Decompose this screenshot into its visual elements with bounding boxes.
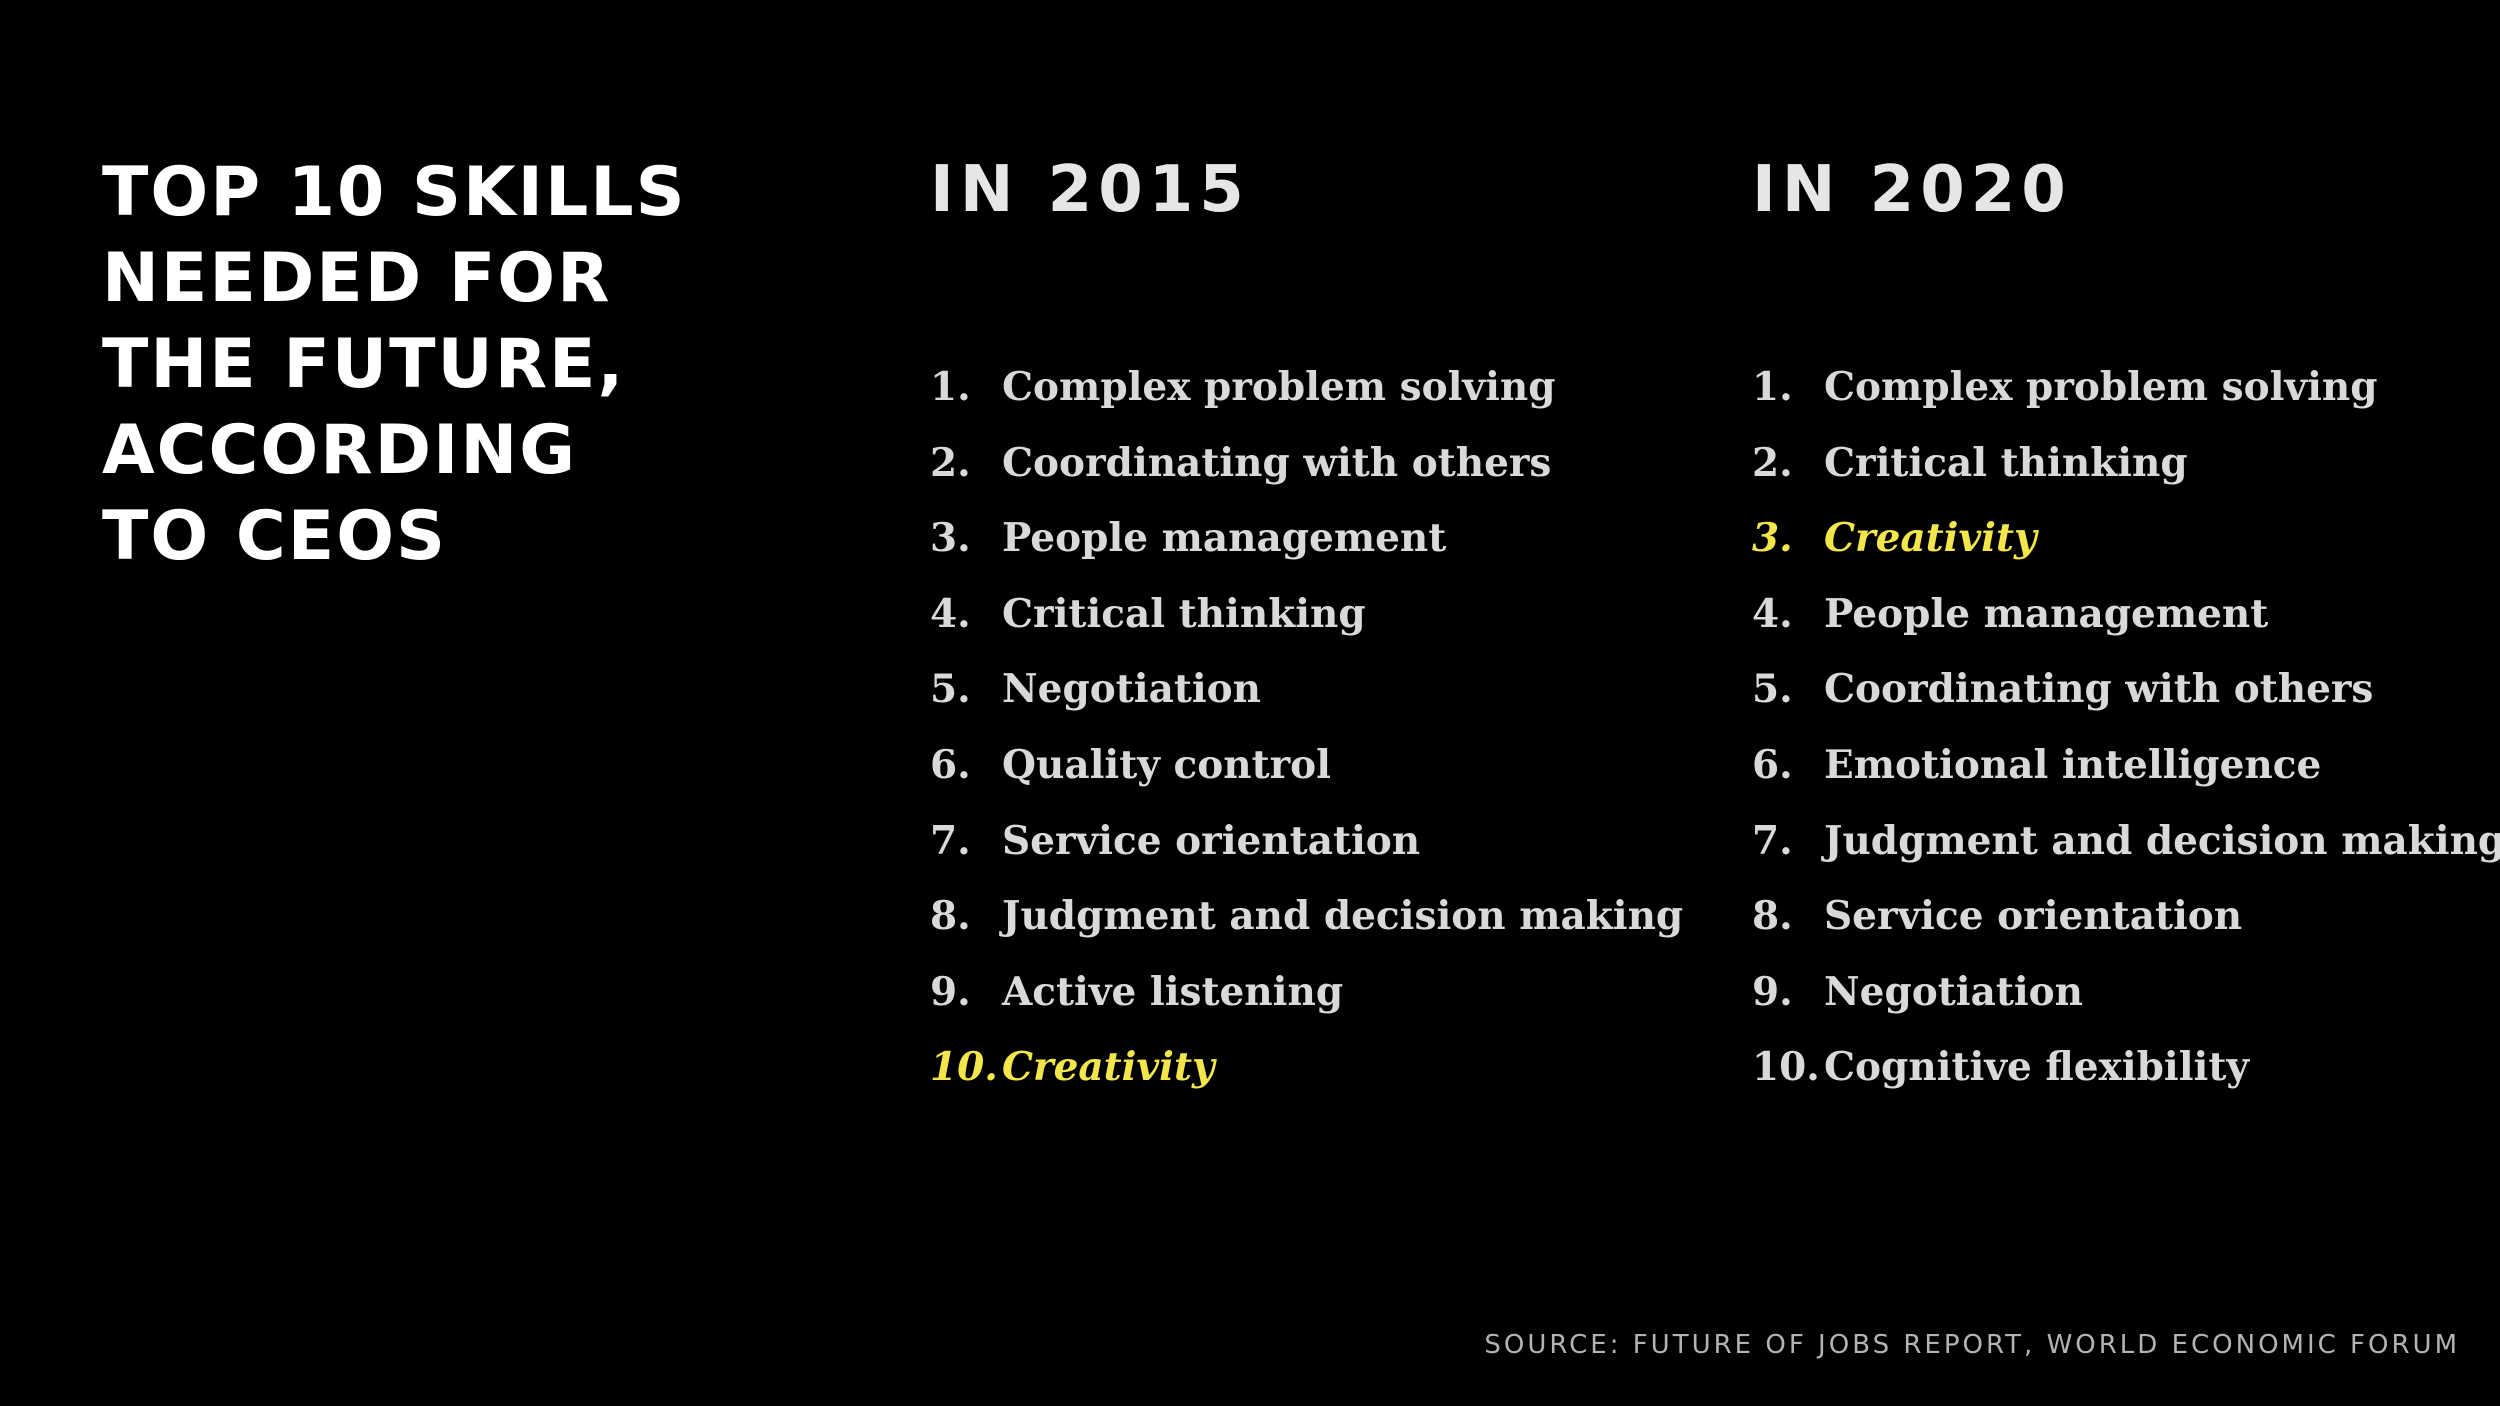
skill-label: Active listening xyxy=(1002,968,1344,1015)
skill-rank: 9. xyxy=(1752,968,1793,1015)
skill-label: Complex problem solving xyxy=(1824,364,2378,410)
skill-rank: 7. xyxy=(1752,817,1793,864)
skill-rank: 5. xyxy=(930,666,971,713)
skill-label: Creativity xyxy=(1002,1044,1215,1091)
skill-label: Service orientation xyxy=(1002,817,1421,864)
skill-label: Negotiation xyxy=(1824,968,2084,1015)
skill-rank: 10. xyxy=(930,1044,998,1091)
skill-label: Coordinating with others xyxy=(1824,666,2374,713)
skill-rank: 3. xyxy=(930,515,971,562)
skill-rank: 4. xyxy=(930,590,971,637)
skill-label: Judgment and decision making xyxy=(1002,893,1684,940)
skill-rank: 8. xyxy=(930,893,971,940)
skill-label: Coordinating with others xyxy=(1002,439,1552,486)
skill-rank: 6. xyxy=(930,741,971,788)
page-title: TOP 10 SKILLS NEEDED FOR THE FUTURE, ACC… xyxy=(102,150,802,580)
skill-label: Quality control xyxy=(1002,741,1331,788)
title-line: ACCORDING xyxy=(102,411,578,490)
skill-label: People management xyxy=(1002,515,1447,562)
skill-rank: 9. xyxy=(930,968,971,1015)
skill-label: Negotiation xyxy=(1002,666,1262,713)
source-credit: SOURCE: FUTURE OF JOBS REPORT, WORLD ECO… xyxy=(1484,1330,2460,1360)
skill-label: Emotional intelligence xyxy=(1824,741,2322,788)
skill-rank: 4. xyxy=(1752,590,1793,637)
skill-label: Service orientation xyxy=(1824,893,2243,940)
column-heading-2015: IN 2015 xyxy=(930,153,1250,227)
skill-label: People management xyxy=(1824,590,2269,637)
title-line: NEEDED FOR xyxy=(102,239,612,318)
column-2020: IN 2020 1. Complex problem solving 2. Criti… xyxy=(1752,150,2500,1090)
column-heading-2020: IN 2020 xyxy=(1752,153,2072,227)
title-line: TOP 10 SKILLS xyxy=(102,153,687,232)
skill-label: Critical thinking xyxy=(1824,439,2188,486)
skill-rank: 2. xyxy=(930,439,971,486)
skill-rank: 10. xyxy=(1752,1044,1820,1091)
skill-rank: 2. xyxy=(1752,439,1793,486)
skill-label: Critical thinking xyxy=(1002,590,1366,637)
skill-rank: 7. xyxy=(930,817,971,864)
skill-label: Complex problem solving xyxy=(1002,364,1556,410)
column-2015: IN 2015 1. Complex problem solving 2. Coord… xyxy=(930,150,1683,1090)
skill-rank: 1. xyxy=(930,364,971,410)
skill-label: Judgment and decision making xyxy=(1824,817,2500,864)
skill-rank: 3. xyxy=(1752,515,1793,562)
skill-label: Creativity xyxy=(1824,515,2037,562)
skill-rank: 5. xyxy=(1752,666,1793,713)
skill-rank: 8. xyxy=(1752,893,1793,940)
skill-label: Cognitive flexibility xyxy=(1824,1044,2250,1091)
skill-rank: 1. xyxy=(1752,364,1793,410)
title-line: THE FUTURE, xyxy=(102,325,626,404)
skill-rank: 6. xyxy=(1752,741,1793,788)
title-line: TO CEOS xyxy=(102,497,448,576)
